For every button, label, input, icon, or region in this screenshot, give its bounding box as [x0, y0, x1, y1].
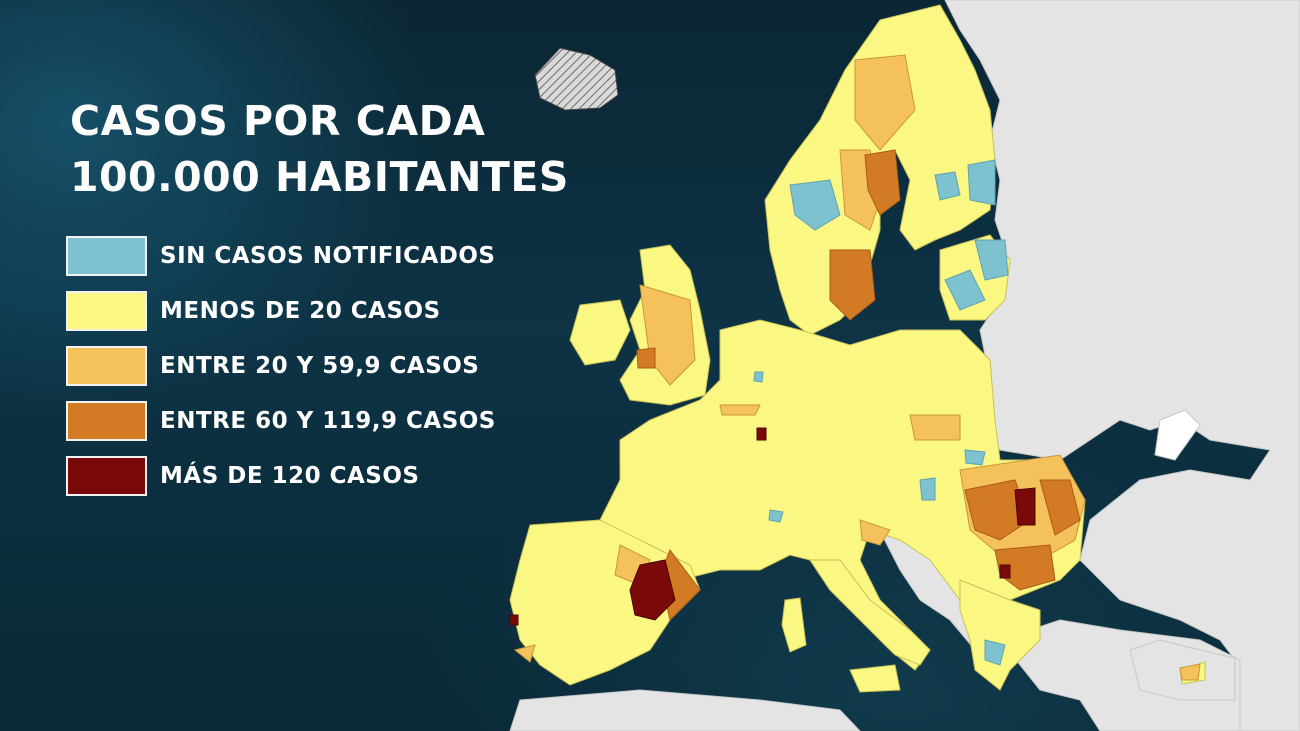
map-title-line-2: 100.000 HABITANTES: [70, 153, 569, 201]
legend-swatch-20-59: [66, 346, 147, 386]
iceland-region: [534, 47, 619, 111]
legend-swatch-no-cases: [66, 236, 147, 276]
legend-label-no-cases: SIN CASOS NOTIFICADOS: [160, 243, 496, 269]
regions-over-120: [509, 427, 1036, 626]
regions-60-119: [636, 149, 1081, 621]
map-title-line-1: CASOS POR CADA: [70, 97, 486, 145]
legend-label-under-20: MENOS DE 20 CASOS: [160, 298, 441, 324]
legend-label-over-120: MÁS DE 120 CASOS: [160, 463, 420, 489]
map-title: CASOS POR CADA 100.000 HABITANTES: [70, 93, 569, 205]
legend-swatch-60-119: [66, 401, 147, 441]
legend-swatch-over-120: [66, 456, 147, 496]
legend-swatch-under-20: [66, 291, 147, 331]
regions-no-cases: [753, 159, 1009, 666]
legend-label-60-119: ENTRE 60 Y 119,9 CASOS: [160, 408, 496, 434]
legend-label-20-59: ENTRE 20 Y 59,9 CASOS: [160, 353, 480, 379]
